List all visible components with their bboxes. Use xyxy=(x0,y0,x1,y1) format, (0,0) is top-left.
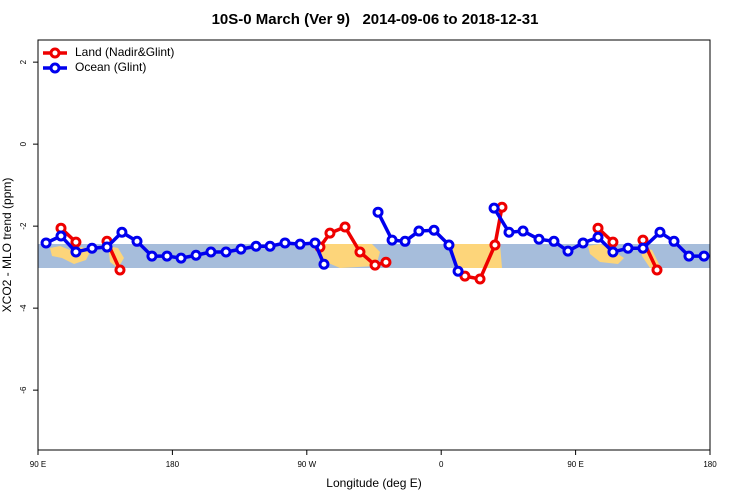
data-point xyxy=(517,225,529,237)
data-point xyxy=(354,246,366,258)
data-point xyxy=(372,206,384,218)
data-point xyxy=(235,243,247,255)
y-tick-label: -6 xyxy=(19,386,28,394)
x-tick-label: 180 xyxy=(166,460,180,469)
data-point xyxy=(101,241,113,253)
data-point xyxy=(309,237,321,249)
y-axis-label: XCO2 - MLO trend (ppm) xyxy=(0,178,14,313)
data-point xyxy=(161,250,173,262)
y-tick-label: 0 xyxy=(19,141,28,146)
x-tick-label: 0 xyxy=(439,460,444,469)
data-point xyxy=(294,238,306,250)
data-point xyxy=(503,226,515,238)
x-axis-label: Longitude (deg E) xyxy=(326,476,421,490)
data-point xyxy=(386,234,398,246)
data-point xyxy=(548,235,560,247)
x-tick-label: 180 xyxy=(703,460,717,469)
data-point xyxy=(474,273,486,285)
data-point xyxy=(488,202,500,214)
legend-marker xyxy=(49,47,61,59)
data-point xyxy=(114,264,126,276)
data-point xyxy=(607,246,619,258)
data-point xyxy=(651,264,663,276)
legend-label: Land (Nadir&Glint) xyxy=(75,45,174,59)
x-tick-label: 90 E xyxy=(30,460,46,469)
data-point xyxy=(220,246,232,258)
y-tick-label: -4 xyxy=(19,304,28,312)
x-tick-label: 90 E xyxy=(567,460,583,469)
data-point xyxy=(279,237,291,249)
chart-title: 10S-0 March (Ver 9) 2014-09-06 to 2018-1… xyxy=(212,11,539,28)
data-point xyxy=(622,242,634,254)
data-point xyxy=(459,270,471,282)
data-point xyxy=(592,231,604,243)
data-point xyxy=(55,230,67,242)
y-tick-label: 2 xyxy=(19,59,28,64)
data-point xyxy=(380,256,392,268)
legend-marker xyxy=(49,62,61,74)
data-point xyxy=(131,235,143,247)
data-point xyxy=(592,222,604,234)
data-point xyxy=(428,224,440,236)
data-point xyxy=(70,236,82,248)
data-point xyxy=(70,246,82,258)
data-point xyxy=(443,239,455,251)
data-point xyxy=(324,227,336,239)
land-patch xyxy=(452,244,502,268)
plot-frame xyxy=(37,39,711,451)
data-point xyxy=(116,226,128,238)
data-point xyxy=(607,236,619,248)
data-point xyxy=(264,240,276,252)
data-point xyxy=(339,221,351,233)
data-point xyxy=(533,233,545,245)
data-point xyxy=(399,235,411,247)
land-patch xyxy=(588,244,624,264)
data-point xyxy=(577,237,589,249)
data-point xyxy=(452,265,464,277)
data-point xyxy=(654,226,666,238)
data-point xyxy=(489,239,501,251)
data-point xyxy=(205,246,217,258)
data-point xyxy=(698,250,710,262)
legend-label: Ocean (Glint) xyxy=(75,60,146,74)
series-line xyxy=(59,206,659,281)
data-point xyxy=(668,235,680,247)
data-point xyxy=(369,259,381,271)
y-tick-label: -2 xyxy=(19,222,28,230)
data-point xyxy=(146,250,158,262)
x-tick-label: 90 W xyxy=(297,460,316,469)
data-point xyxy=(175,252,187,264)
data-point xyxy=(250,240,262,252)
data-point xyxy=(86,242,98,254)
data-point xyxy=(190,249,202,261)
data-point xyxy=(562,245,574,257)
data-point xyxy=(40,237,52,249)
data-point xyxy=(637,242,649,254)
data-point xyxy=(318,258,330,270)
data-point xyxy=(413,225,425,237)
data-point xyxy=(683,250,695,262)
